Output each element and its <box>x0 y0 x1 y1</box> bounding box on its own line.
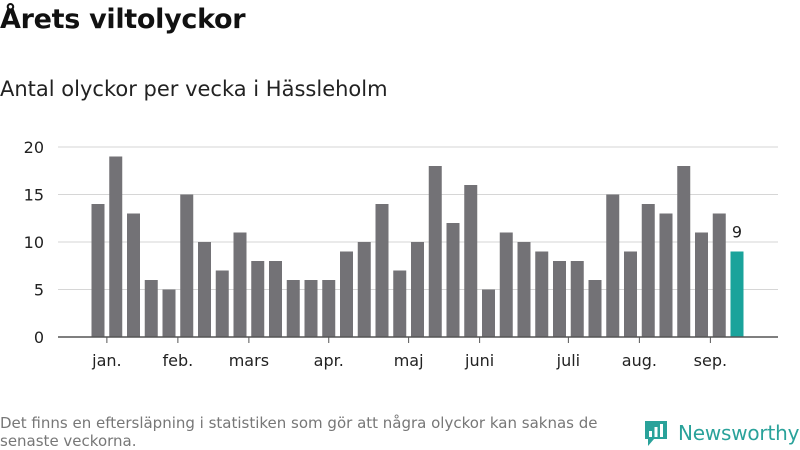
bar <box>233 232 247 337</box>
y-tick-label: 20 <box>24 138 44 157</box>
bar <box>606 194 620 337</box>
bar <box>162 289 176 337</box>
bar <box>411 242 424 337</box>
bar <box>712 213 726 337</box>
bar <box>464 185 478 337</box>
bar <box>144 280 158 337</box>
bar <box>304 280 318 337</box>
bar <box>322 280 336 337</box>
bar <box>357 242 371 337</box>
chart-subtitle: Antal olyckor per vecka i Hässleholm <box>0 77 388 101</box>
newsworthy-logo-icon <box>645 421 667 446</box>
x-tick-label: maj <box>394 351 424 370</box>
bar <box>215 270 229 337</box>
bar-chart: 0 5 10 15 20 9 jan. feb. mars apr. maj juni juli aug.… <box>24 138 778 370</box>
bar <box>91 204 105 337</box>
data-label: 9 <box>732 223 742 242</box>
x-tick-label: apr. <box>314 351 344 370</box>
x-tick-label: juli <box>556 351 580 370</box>
x-tick-label: aug. <box>622 351 657 370</box>
footnote: Det finns en eftersläpning i statistiken… <box>0 414 598 450</box>
bar <box>482 289 495 337</box>
y-tick-label: 15 <box>24 186 44 205</box>
chart-title: Årets viltolyckor <box>0 4 246 35</box>
y-tick-label: 10 <box>24 233 44 252</box>
x-tick-label: feb. <box>163 351 194 370</box>
bar <box>340 251 353 337</box>
bar <box>446 223 460 337</box>
bar <box>624 251 637 337</box>
bar <box>677 166 691 337</box>
bar <box>517 242 531 337</box>
bar <box>499 232 513 337</box>
y-tick-label: 0 <box>34 328 44 347</box>
x-tick-label: sep. <box>694 351 727 370</box>
bar <box>375 204 389 337</box>
bar <box>127 213 140 337</box>
bar <box>659 213 673 337</box>
y-tick-label: 5 <box>34 281 44 300</box>
bar <box>695 232 708 337</box>
x-tick-label: jan. <box>91 351 121 370</box>
bar <box>269 261 282 337</box>
bar <box>286 280 300 337</box>
bar <box>198 242 211 337</box>
bar <box>570 261 584 337</box>
bar <box>109 156 123 337</box>
x-tick-label: juni <box>464 351 494 370</box>
brand-name: Newsworthy <box>678 421 800 445</box>
bar-highlight <box>730 251 744 337</box>
bar <box>428 166 442 337</box>
bar <box>553 261 566 337</box>
brand-logo: Newsworthy <box>644 419 799 447</box>
bar <box>251 261 265 337</box>
bar <box>588 280 602 337</box>
bar <box>641 204 655 337</box>
bar <box>535 251 549 337</box>
bar <box>180 194 194 337</box>
bar <box>393 270 407 337</box>
x-tick-label: mars <box>229 351 269 370</box>
